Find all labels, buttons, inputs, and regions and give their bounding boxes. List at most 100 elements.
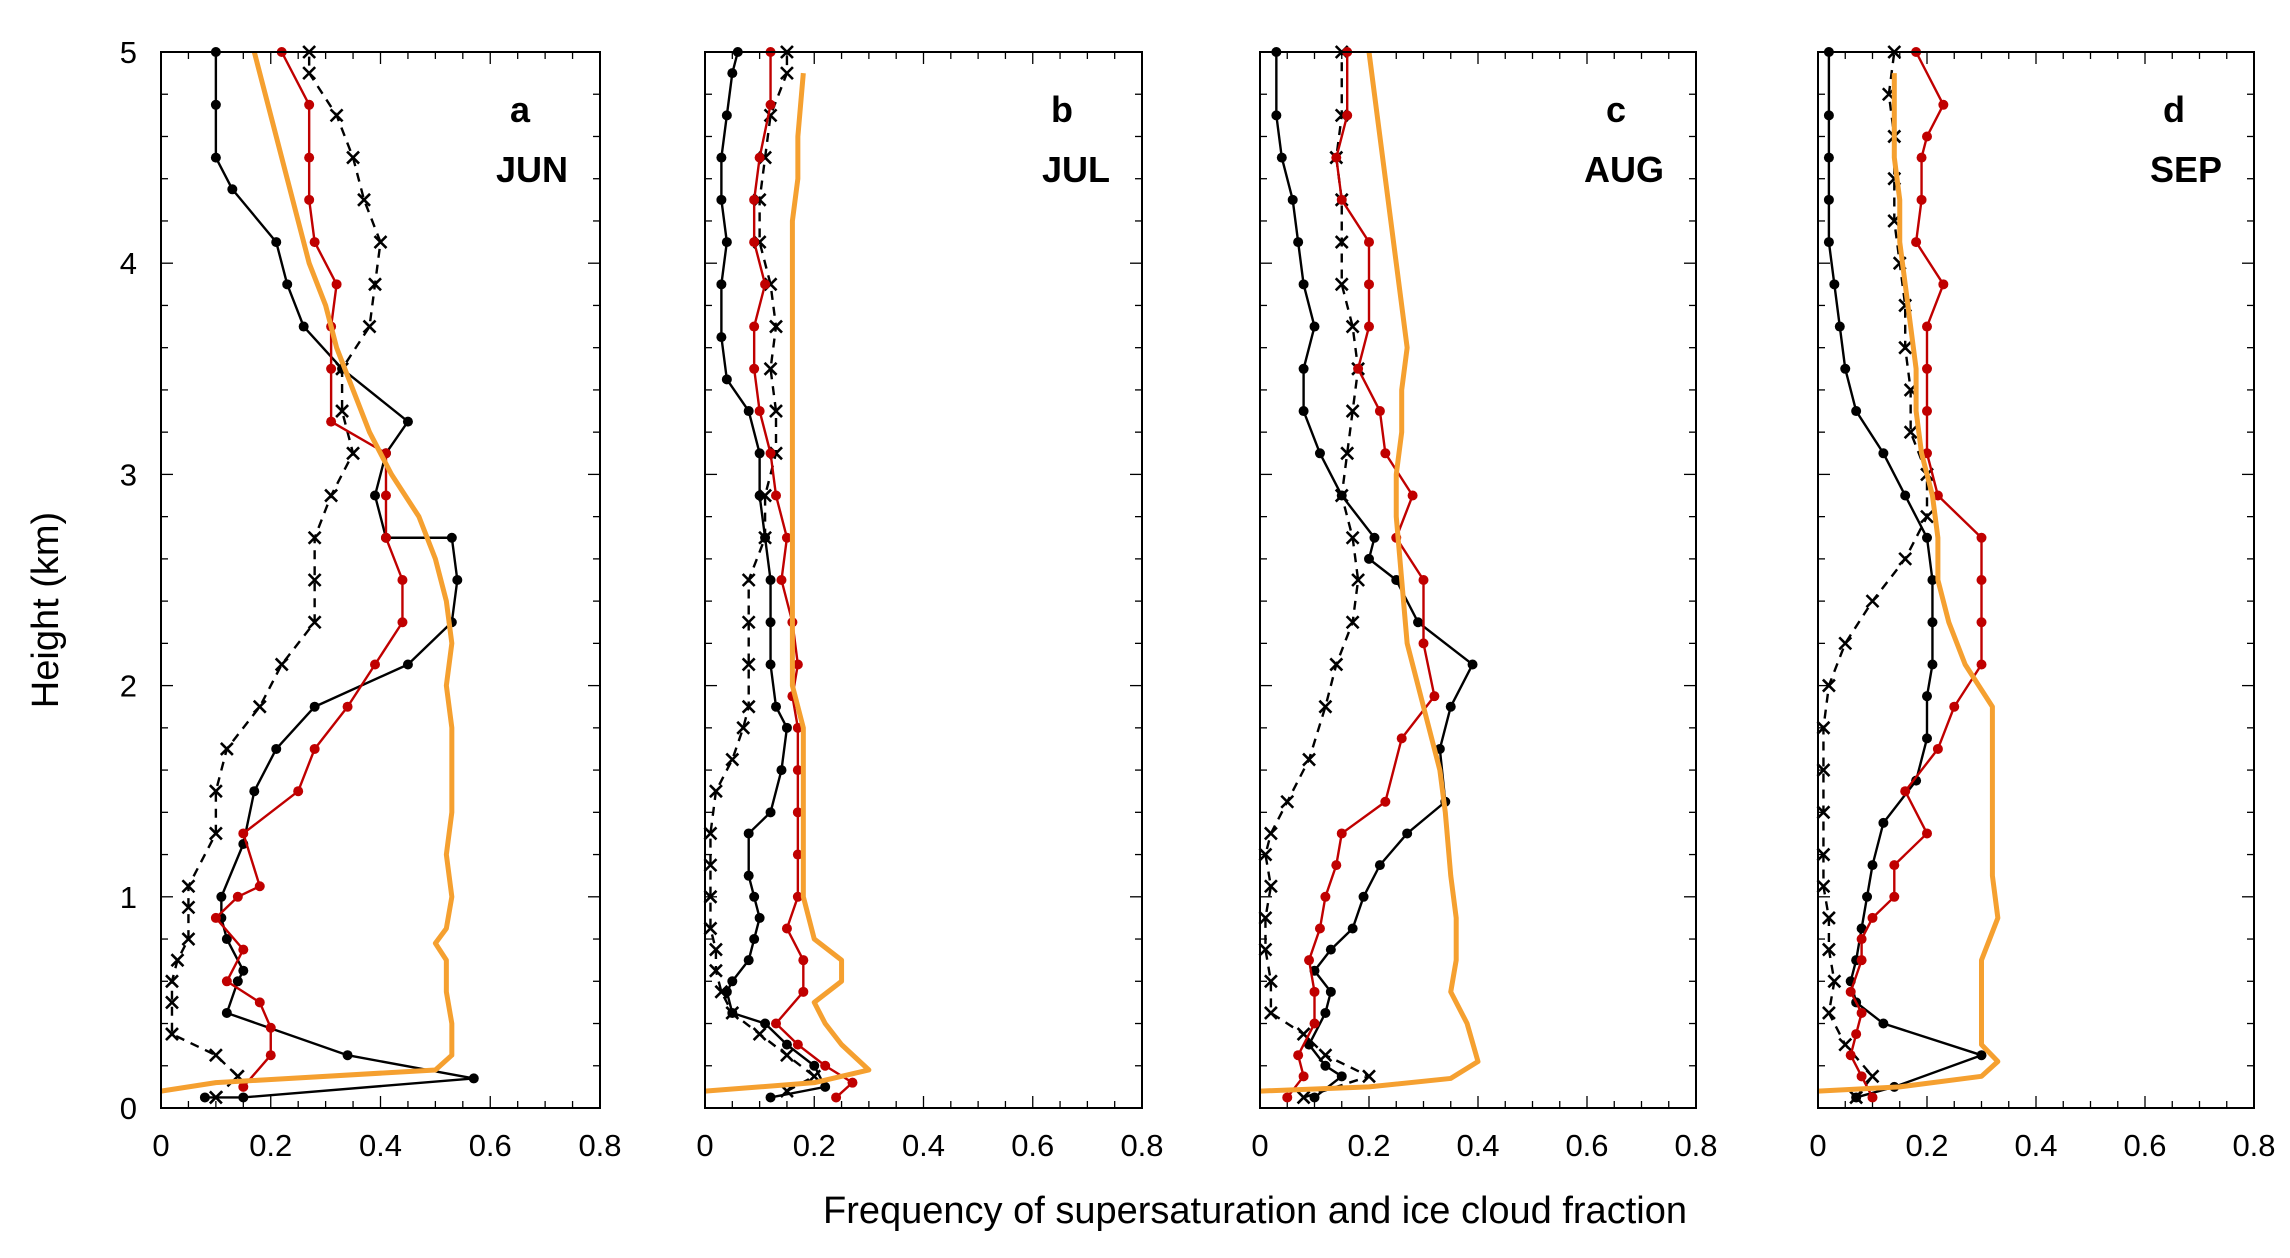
data-point bbox=[1927, 575, 1938, 585]
data-point bbox=[309, 743, 320, 754]
series-dashed-x-1 bbox=[1258, 45, 1376, 1105]
data-point bbox=[1840, 363, 1851, 374]
data-point bbox=[1932, 743, 1943, 754]
data-point-x bbox=[714, 984, 729, 999]
data-point bbox=[1878, 448, 1889, 459]
data-point-x bbox=[1263, 1006, 1278, 1020]
data-point-x bbox=[208, 1090, 223, 1105]
data-point-x bbox=[780, 1048, 794, 1063]
data-point bbox=[1467, 659, 1478, 670]
series-solid-dots-2 bbox=[1845, 47, 1987, 1103]
data-point bbox=[370, 659, 381, 670]
data-point bbox=[1374, 860, 1385, 871]
x-tick-label: 0 bbox=[152, 1128, 169, 1163]
data-point bbox=[1331, 860, 1342, 871]
data-point bbox=[1364, 237, 1374, 248]
data-point bbox=[820, 1081, 831, 1092]
data-point bbox=[776, 765, 787, 776]
data-point-x bbox=[1838, 636, 1853, 651]
data-point-x bbox=[181, 879, 196, 894]
data-point-x bbox=[362, 319, 377, 334]
y-tick-label: 4 bbox=[120, 246, 137, 281]
data-point-x bbox=[165, 1027, 179, 1041]
data-point-x bbox=[1903, 425, 1918, 440]
panel-a: 0 0.2 0.4 0.6 0.8 0 1 2 3 4 5 a JUN bbox=[120, 35, 622, 1163]
data-point-x bbox=[307, 615, 322, 630]
data-point bbox=[1304, 955, 1315, 966]
x-tick-label: 0.8 bbox=[2232, 1128, 2275, 1163]
series-solid-dots-0 bbox=[716, 47, 831, 1103]
data-point bbox=[1314, 923, 1325, 934]
data-point-x bbox=[1345, 404, 1360, 418]
series-line bbox=[1286, 52, 1436, 1099]
x-tick-label: 0.4 bbox=[1456, 1128, 1499, 1163]
data-point bbox=[754, 406, 765, 417]
y-tick-label: 5 bbox=[120, 35, 137, 70]
data-point-x bbox=[741, 573, 756, 587]
data-point bbox=[227, 184, 238, 195]
data-point bbox=[238, 1092, 249, 1103]
data-point bbox=[771, 490, 782, 501]
data-point bbox=[304, 152, 315, 163]
series-solid-dots-0 bbox=[1823, 47, 1987, 1103]
data-point bbox=[221, 1007, 232, 1018]
data-point-x bbox=[1816, 763, 1831, 777]
x-tick-label: 0.2 bbox=[249, 1128, 292, 1163]
data-point bbox=[199, 1092, 210, 1103]
data-point bbox=[1369, 532, 1380, 543]
series-solid-thick-3 bbox=[160, 51, 455, 1094]
data-point bbox=[1336, 828, 1347, 839]
data-point-x bbox=[1898, 340, 1913, 355]
data-point-x bbox=[302, 66, 317, 81]
data-point bbox=[380, 490, 391, 501]
data-point-x bbox=[1345, 319, 1360, 334]
data-point bbox=[1347, 923, 1358, 934]
series-line bbox=[1259, 51, 1481, 1094]
data-point-x bbox=[752, 1027, 767, 1041]
data-point bbox=[1878, 817, 1889, 828]
data-point-x bbox=[741, 615, 756, 630]
data-point bbox=[1889, 891, 1900, 902]
data-point-x bbox=[1898, 551, 1913, 566]
data-point-x bbox=[780, 66, 794, 81]
data-point-x bbox=[1362, 1069, 1376, 1084]
x-tick-label: 0.2 bbox=[1347, 1128, 1390, 1163]
data-point-x bbox=[1345, 530, 1360, 545]
data-point bbox=[1862, 891, 1873, 902]
series-line bbox=[170, 52, 382, 1099]
data-point bbox=[1364, 553, 1374, 564]
series-dashed-x-1 bbox=[165, 45, 388, 1105]
data-point bbox=[326, 416, 337, 427]
data-point-x bbox=[703, 826, 718, 841]
data-point bbox=[238, 1081, 249, 1092]
data-point bbox=[282, 279, 293, 290]
data-point bbox=[370, 490, 381, 501]
panel-month: SEP bbox=[2150, 149, 2222, 190]
data-point bbox=[1336, 194, 1347, 205]
data-point-x bbox=[1329, 657, 1344, 672]
data-point-x bbox=[335, 404, 350, 418]
data-point-x bbox=[181, 932, 196, 946]
series-line bbox=[709, 52, 816, 1093]
data-point-x bbox=[1827, 974, 1842, 989]
series-line bbox=[1827, 52, 1983, 1099]
data-point-x bbox=[307, 573, 322, 587]
data-point bbox=[743, 406, 754, 417]
data-point bbox=[781, 722, 792, 733]
data-point bbox=[721, 374, 732, 385]
data-point-x bbox=[208, 826, 223, 841]
data-point bbox=[1380, 448, 1391, 459]
data-point-x bbox=[1263, 826, 1278, 841]
data-point-x bbox=[368, 277, 382, 292]
data-point-x bbox=[1318, 1048, 1333, 1063]
data-point bbox=[221, 976, 232, 987]
data-point bbox=[1418, 575, 1429, 585]
data-point-x bbox=[373, 235, 388, 249]
data-point-x bbox=[1865, 1069, 1880, 1084]
data-point bbox=[721, 110, 732, 121]
data-point bbox=[342, 1050, 353, 1061]
data-point bbox=[1922, 828, 1932, 839]
data-point bbox=[809, 1060, 820, 1071]
data-point bbox=[309, 237, 320, 248]
x-tick-label: 0.4 bbox=[902, 1128, 945, 1163]
